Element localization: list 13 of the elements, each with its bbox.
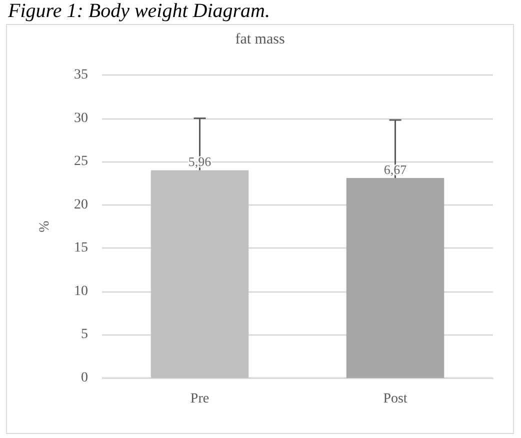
y-axis-title: %: [38, 220, 52, 232]
y-tick-label: 15: [74, 240, 88, 256]
chart-subtitle: fat mass: [235, 32, 285, 48]
y-tick-label: 25: [74, 154, 88, 170]
y-tick-label: 30: [74, 110, 88, 126]
y-tick-label: 0: [81, 370, 88, 386]
x-tick-label: Pre: [190, 392, 210, 406]
x-tick-label: Post: [383, 392, 408, 406]
chart-title: Figure 1: Body weight Diagram.: [8, 0, 270, 22]
y-tick-label: 35: [74, 68, 88, 82]
y-tick-label: 5: [81, 327, 88, 342]
y-tick-label: 20: [74, 197, 88, 212]
y-tick-label: 10: [74, 284, 88, 299]
